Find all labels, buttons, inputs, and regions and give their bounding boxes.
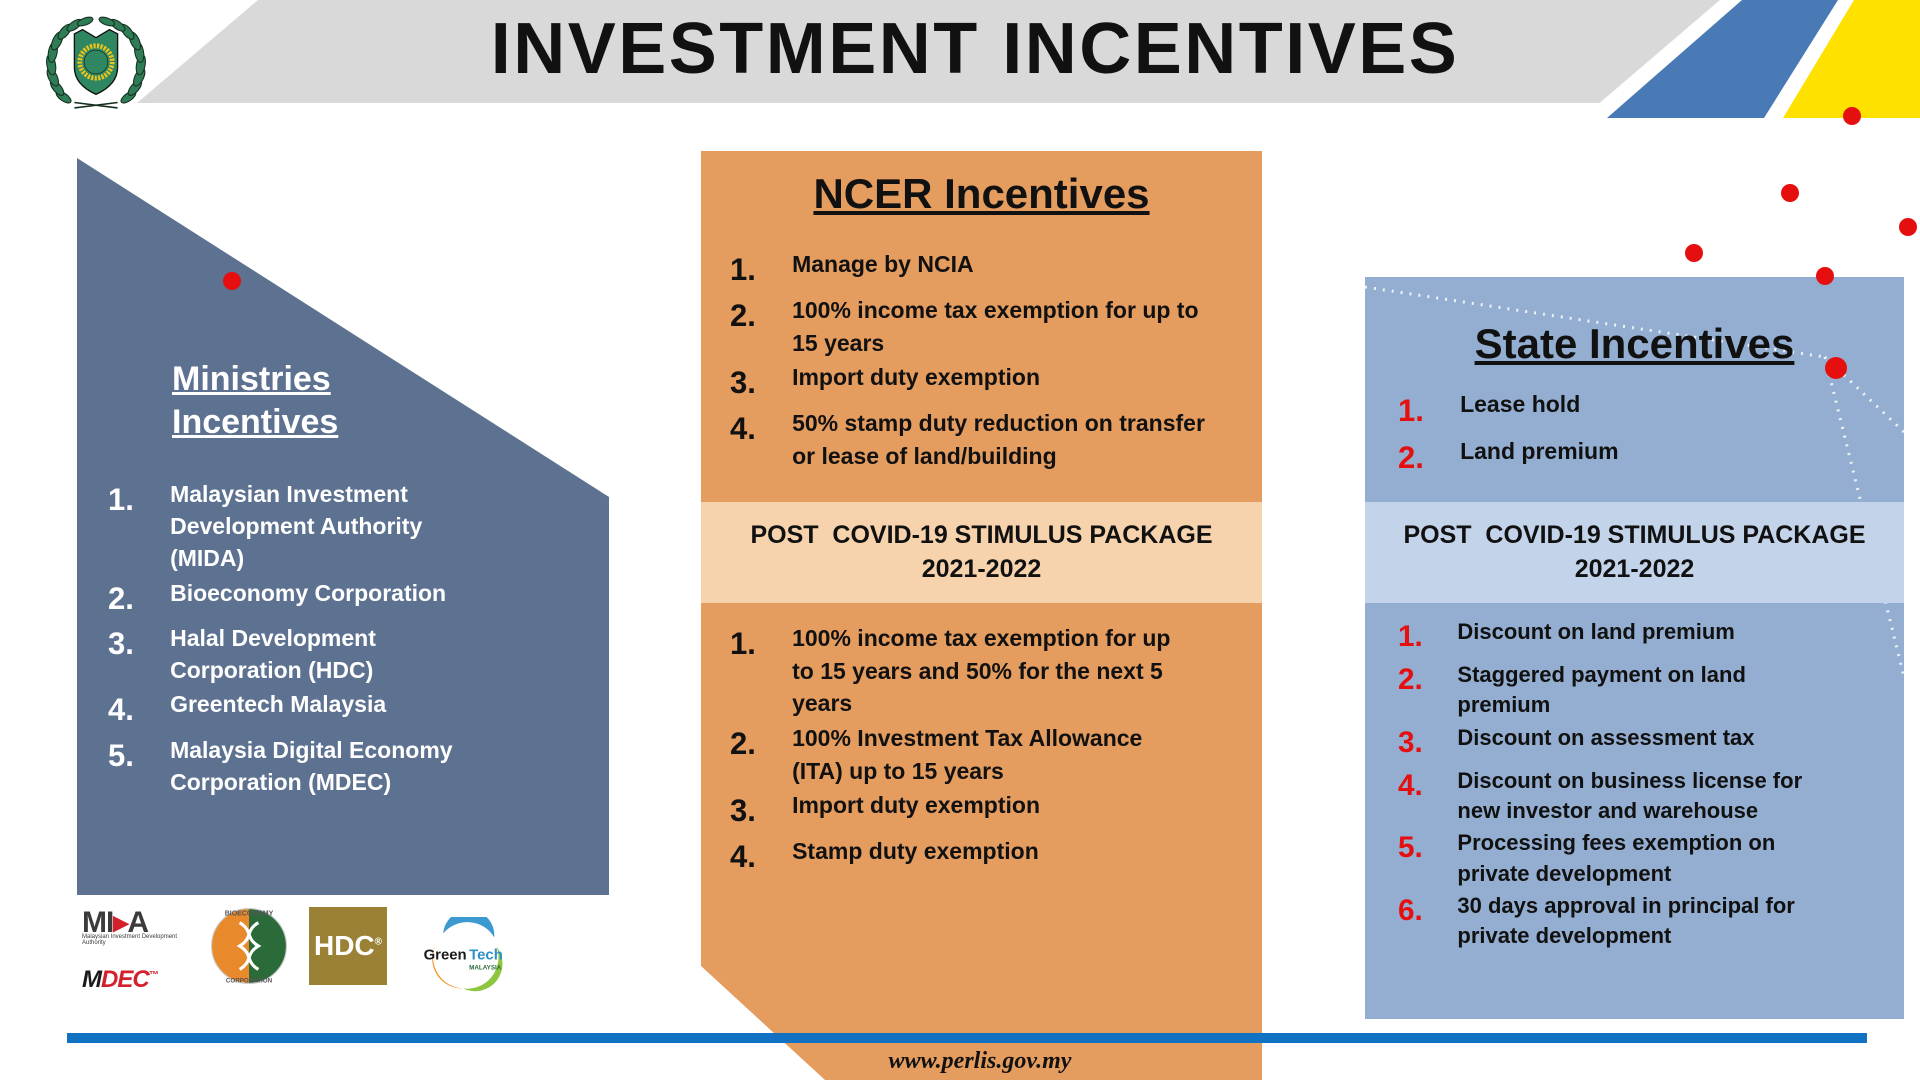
svg-text:Tech: Tech [469, 946, 503, 963]
svg-text:BIOECONOMY: BIOECONOMY [225, 911, 274, 918]
svg-text:MALAYSIA: MALAYSIA [469, 965, 502, 972]
svg-text:CORPORATION: CORPORATION [226, 978, 273, 985]
svg-text:Green: Green [424, 946, 467, 963]
